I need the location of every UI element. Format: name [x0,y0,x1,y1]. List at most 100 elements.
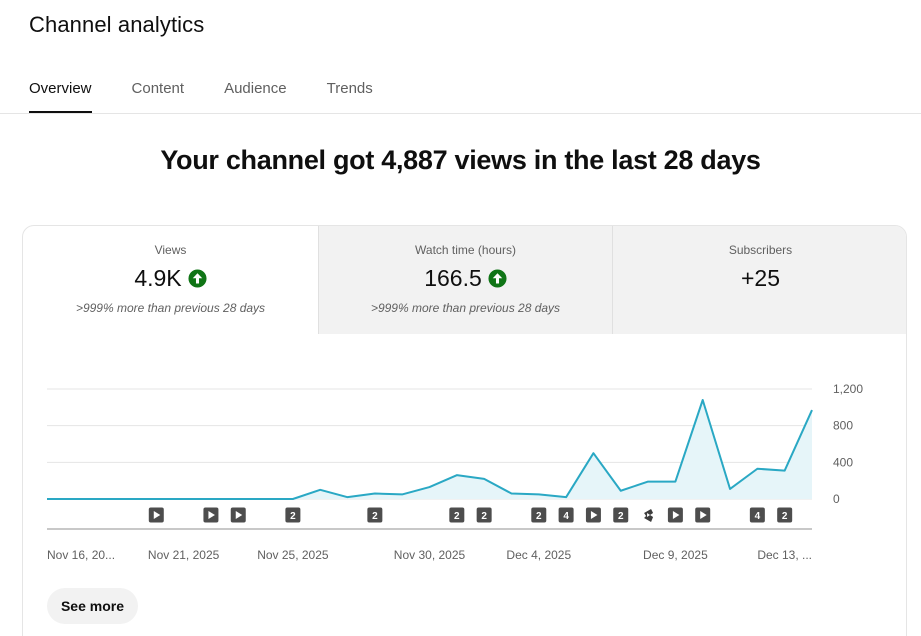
views-chart: 0 400 800 1,200 2 2 2 2 2 4 2 4 2 Nov 16, 20... Nov 21… [45,382,863,562]
analytics-tabs: Overview Content Audience Trends [29,80,413,113]
y-tick-label: 400 [833,455,853,469]
marker-box [367,507,383,523]
arrow-up-icon [188,269,207,288]
marker-box [558,507,574,523]
data-point [619,489,623,493]
data-point [810,408,814,412]
metric-watch-time-label: Watch time (hours) [415,243,516,257]
play-icon [208,511,215,519]
marker-box [285,507,301,523]
data-point [154,497,158,501]
see-more-button[interactable]: See more [47,588,138,624]
tab-trends[interactable]: Trends [326,80,373,97]
page-title: Channel analytics [29,12,205,37]
video-marker[interactable] [695,507,711,523]
data-point [783,469,787,473]
metric-subscribers[interactable]: Subscribers +25 [613,226,906,334]
data-point [318,488,322,492]
video-marker[interactable] [585,507,601,523]
marker-count: 4 [563,511,569,522]
data-point [646,480,650,484]
publish-count-marker[interactable]: 4 [558,507,574,523]
x-tick-label: Nov 21, 2025 [148,548,220,562]
marker-box [777,507,793,523]
x-tick-label: Dec 4, 2025 [506,548,571,562]
video-marker[interactable] [230,507,246,523]
publish-count-marker[interactable]: 2 [476,507,492,523]
arrow-up-icon [488,269,507,288]
metric-tabs: Views 4.9K >999% more than previous 28 d… [23,226,906,334]
tab-audience[interactable]: Audience [224,80,287,97]
video-marker[interactable] [667,507,683,523]
marker-box [476,507,492,523]
marker-box [449,507,465,523]
data-point [127,497,131,501]
data-point [346,495,350,499]
publish-count-marker[interactable]: 2 [777,507,793,523]
publish-count-marker[interactable]: 2 [285,507,301,523]
metric-subscribers-value: +25 [740,265,780,291]
publish-count-marker[interactable]: 4 [749,507,765,523]
views-line [47,399,813,500]
marker-count: 4 [755,511,761,522]
shorts-icon [644,509,654,522]
shorts-play [647,513,651,517]
play-icon [235,511,243,519]
play-icon [153,511,161,519]
marker-count: 2 [454,511,460,522]
y-tick-label: 1,200 [833,382,863,396]
data-point [100,497,104,501]
marker-box [613,507,629,523]
x-tick-label: Dec 13, ... [757,548,812,562]
publish-count-marker[interactable]: 2 [613,507,629,523]
data-point [72,497,76,501]
data-point [264,497,268,501]
metric-views-label: Views [154,243,187,257]
tabs-divider [0,113,921,114]
data-point [509,492,513,496]
tab-content[interactable]: Content [131,80,185,97]
data-point [428,485,432,489]
marker-count: 2 [536,511,542,522]
x-tick-label: Nov 16, 20... [47,548,115,562]
data-point [400,492,404,496]
data-point [591,451,595,455]
publish-count-marker[interactable]: 2 [449,507,465,523]
data-point [182,497,186,501]
data-point [236,497,240,501]
play-icon [700,511,707,519]
play-icon [672,511,680,519]
video-marker[interactable] [203,507,219,523]
data-point [537,492,541,496]
views-headline: Your channel got 4,887 views in the last… [160,145,761,175]
data-point [673,480,677,484]
marker-count: 2 [372,511,378,522]
data-point [728,487,732,491]
tab-overview[interactable]: Overview [29,80,92,113]
marker-count: 2 [618,511,624,522]
x-tick-label: Dec 9, 2025 [643,548,708,562]
data-point [373,492,377,496]
data-point [755,467,759,471]
metric-watch-time[interactable]: Watch time (hours) 166.5 >999% more than… [318,226,613,334]
metric-views[interactable]: Views 4.9K >999% more than previous 28 d… [23,226,318,334]
publish-count-marker[interactable]: 2 [367,507,383,523]
data-point [291,497,295,501]
marker-count: 2 [290,511,296,522]
metric-watch-time-comparison: >999% more than previous 28 days [370,301,561,315]
data-point [701,398,705,402]
y-tick-label: 0 [833,492,840,506]
data-point [455,473,459,477]
video-marker[interactable] [148,507,164,523]
x-tick-label: Nov 30, 2025 [394,548,466,562]
metric-views-value: 4.9K [134,265,182,291]
metric-watch-time-value: 166.5 [424,265,482,291]
publish-count-marker[interactable]: 2 [531,507,547,523]
y-tick-label: 800 [833,419,853,433]
metric-views-comparison: >999% more than previous 28 days [75,301,266,315]
short-marker[interactable] [644,509,654,522]
data-point [482,477,486,481]
data-point [45,497,49,501]
x-tick-label: Nov 25, 2025 [257,548,329,562]
marker-box [531,507,547,523]
